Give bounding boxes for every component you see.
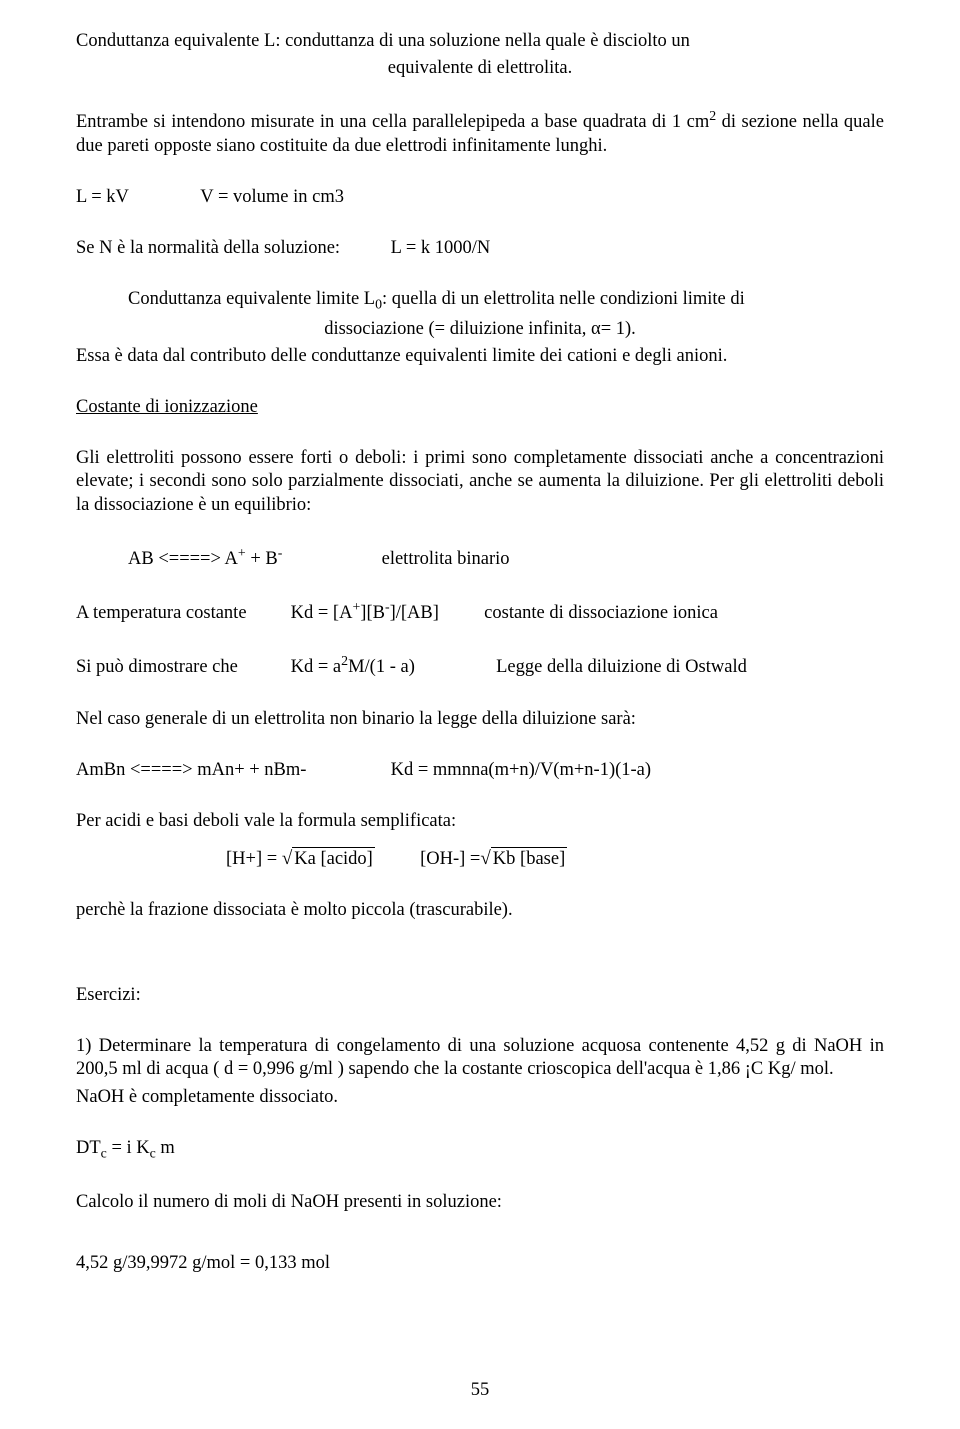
text: Per acidi e basi deboli vale la formula … (76, 811, 456, 831)
text: ]/[AB] (390, 603, 439, 623)
equation-dtc: DTc = i Kc m (76, 1137, 884, 1163)
text: Nel caso generale di un elettrolita non … (76, 709, 636, 729)
text: = 1). (601, 319, 636, 339)
text: Esercizi: (76, 985, 141, 1005)
equation-ab: AB <====> A+ + B- elettrolita binario (76, 545, 884, 571)
text: NaOH è completamente dissociato. (76, 1087, 338, 1107)
subscript-0: 0 (375, 298, 382, 313)
text: AB <====> A (128, 549, 238, 569)
paragraph-calcolo: Calcolo il numero di moli di NaOH presen… (76, 1191, 884, 1214)
heading-costante-ionizzazione: Costante di ionizzazione (76, 396, 884, 419)
document-page: Conduttanza equivalente L: conduttanza d… (0, 0, 960, 1429)
text: 1) Determinare la temperatura di congela… (76, 1036, 884, 1079)
line-dissociazione: dissociazione (= diluizione infinita, α=… (76, 318, 884, 341)
text: + B (246, 549, 278, 569)
text: equivalente di elettrolita. (388, 58, 572, 78)
paragraph-acidi-basi: Per acidi e basi deboli vale la formula … (76, 810, 884, 833)
page-number: 55 (0, 1380, 960, 1401)
paragraph-conduttanza-equiv-2: equivalente di elettrolita. (76, 57, 884, 80)
paragraph-caso-generale: Nel caso generale di un elettrolita non … (76, 708, 884, 731)
text: Calcolo il numero di moli di NaOH presen… (76, 1192, 502, 1212)
equation-h-oh: [H+] = √ Ka [acido] [OH-] =√ Kb [base] (76, 847, 884, 871)
text: Conduttanza equivalente limite L (128, 289, 375, 309)
line-normalita: Se N è la normalità della soluzione: L =… (76, 237, 884, 260)
exercise-1b: NaOH è completamente dissociato. (76, 1086, 884, 1109)
radical-icon: √ (480, 848, 490, 869)
superscript-plus: + (238, 546, 246, 561)
text: Conduttanza equivalente L: conduttanza d… (76, 31, 690, 51)
text: perchè la frazione dissociata è molto pi… (76, 900, 513, 920)
text: ][B (360, 603, 385, 623)
text: dissociazione (= diluizione infinita, (324, 319, 591, 339)
text: costante di dissociazione ionica (484, 603, 718, 623)
formula-kd-mmnna: Kd = mmnna(m+n)/V(m+n-1)(1-a) (391, 760, 651, 780)
text: M/(1 - a) (348, 657, 415, 677)
superscript-minus: - (278, 546, 283, 561)
text: Kd = [A (291, 603, 353, 623)
line-ambn: AmBn <====> mAn+ + nBm- Kd = mmnna(m+n)/… (76, 759, 884, 782)
sqrt-kb: Kb [base] (491, 847, 567, 871)
formula-lkv: L = kV (76, 186, 196, 209)
text: Si può dimostrare che (76, 656, 286, 679)
text: elettrolita binario (382, 549, 510, 569)
formula-kd-am: Kd = a2M/(1 - a) (291, 657, 420, 677)
heading-text: Costante di ionizzazione (76, 397, 258, 417)
text: Kd = a (291, 657, 342, 677)
radical-icon: √ (282, 848, 292, 869)
line-si-puo: Si può dimostrare che Kd = a2M/(1 - a) L… (76, 653, 884, 679)
paragraph-conduttanza-equiv: Conduttanza equivalente L: conduttanza d… (76, 30, 884, 53)
text: [H+] = (226, 849, 282, 869)
line-essa: Essa è data dal contributo delle condutt… (76, 345, 884, 368)
text: Legge della diluizione di Ostwald (496, 657, 747, 677)
formula-ambn: AmBn <====> mAn+ + nBm- (76, 759, 386, 782)
paragraph-elettroliti: Gli elettroliti possono essere forti o d… (76, 447, 884, 516)
text: Entrambe si intendono misurate in una ce… (76, 112, 709, 132)
text: Se N è la normalità della soluzione: (76, 237, 386, 260)
formula-volume: V = volume in cm3 (200, 187, 344, 207)
sqrt-ka: Ka [acido] (292, 847, 375, 871)
text: Gli elettroliti possono essere forti o d… (76, 448, 884, 514)
exercise-1: 1) Determinare la temperatura di congela… (76, 1035, 884, 1081)
alpha-symbol: α (591, 319, 601, 339)
text: = i K (107, 1138, 150, 1158)
equation-moli: 4,52 g/39,9972 g/mol = 0,133 mol (76, 1252, 884, 1275)
text: [OH-] = (420, 849, 480, 869)
text: Essa è data dal contributo delle condutt… (76, 346, 727, 366)
paragraph-entrambe: Entrambe si intendono misurate in una ce… (76, 108, 884, 157)
line-conduttanza-limite: Conduttanza equivalente limite L0: quell… (76, 288, 884, 314)
text: DT (76, 1138, 101, 1158)
formula-kd-ab: Kd = [A+][B-]/[AB] (291, 603, 444, 623)
formula-lk1000n: L = k 1000/N (391, 238, 491, 258)
text: : quella di un elettrolita nelle condizi… (382, 289, 745, 309)
heading-esercizi: Esercizi: (76, 984, 884, 1007)
paragraph-frazione: perchè la frazione dissociata è molto pi… (76, 899, 884, 922)
line-temp-costante: A temperatura costante Kd = [A+][B-]/[AB… (76, 599, 884, 625)
text: m (156, 1138, 175, 1158)
text: A temperatura costante (76, 602, 286, 625)
line-lkv: L = kV V = volume in cm3 (76, 186, 884, 209)
text: 4,52 g/39,9972 g/mol = 0,133 mol (76, 1253, 330, 1273)
